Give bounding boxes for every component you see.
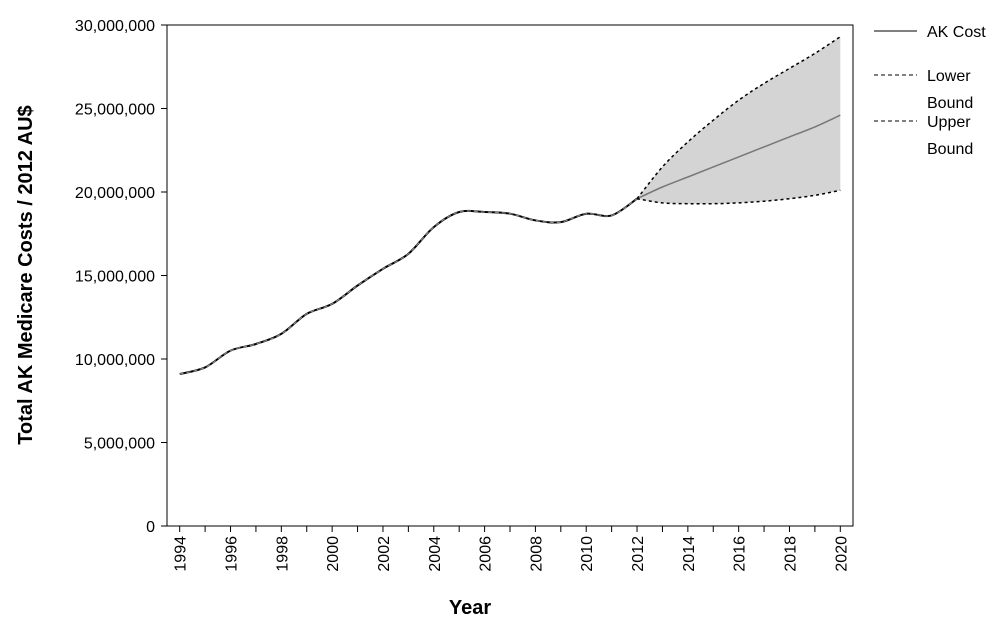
legend: AK Cost Lower Bound Upper Bound: [874, 24, 986, 158]
x-tick-label: 2020: [833, 536, 850, 572]
ak-cost-projection-line: [636, 114, 841, 200]
x-tick-label: 1996: [224, 536, 241, 572]
legend-label: Upper: [927, 114, 971, 131]
uncertainty-band: [637, 36, 841, 204]
legend-label: Bound: [927, 141, 973, 158]
ak-cost-line: [179, 197, 638, 375]
y-axis: 0 5,000,000 10,000,000 15,000,000 20,000,000…: [75, 18, 167, 536]
x-axis: 1994 1996 1998 2000 2002 2004 2006 2008 2010 2012…: [173, 526, 850, 572]
x-tick-label: 2006: [478, 536, 495, 572]
x-tick-label: 2014: [681, 536, 698, 572]
series-layer: [179, 36, 841, 375]
x-tick-label: 2012: [630, 536, 647, 572]
y-tick-label: 20,000,000: [75, 185, 155, 202]
x-tick-label: 1994: [173, 536, 190, 572]
legend-label: Lower: [927, 68, 971, 85]
x-tick-label: 2000: [325, 536, 342, 572]
uncertainty-band-layer: [637, 36, 841, 204]
y-tick-label: 15,000,000: [75, 269, 155, 286]
x-tick-label: 2004: [427, 536, 444, 572]
y-tick-label: 0: [146, 519, 155, 536]
x-tick-label: 2010: [579, 536, 596, 572]
x-tick-label: 2008: [528, 536, 545, 572]
y-axis-title: Total AK Medicare Costs / 2012 AU$: [15, 105, 37, 444]
x-tick-label: 2018: [783, 536, 800, 572]
y-tick-label: 10,000,000: [75, 352, 155, 369]
legend-label: Bound: [927, 95, 973, 112]
x-axis-title: Year: [449, 597, 491, 619]
x-tick-label: 1998: [274, 536, 291, 572]
upper-bound-line: [636, 36, 841, 200]
legend-label: AK Cost: [927, 24, 986, 41]
y-tick-label: 25,000,000: [75, 102, 155, 119]
ak-cost-overlay-dashes: [179, 198, 638, 375]
lower-bound-line: [636, 189, 841, 205]
x-tick-label: 2016: [732, 536, 749, 572]
x-tick-label: 2002: [376, 536, 393, 572]
y-tick-label: 5,000,000: [84, 436, 155, 453]
y-tick-label: 30,000,000: [75, 18, 155, 35]
